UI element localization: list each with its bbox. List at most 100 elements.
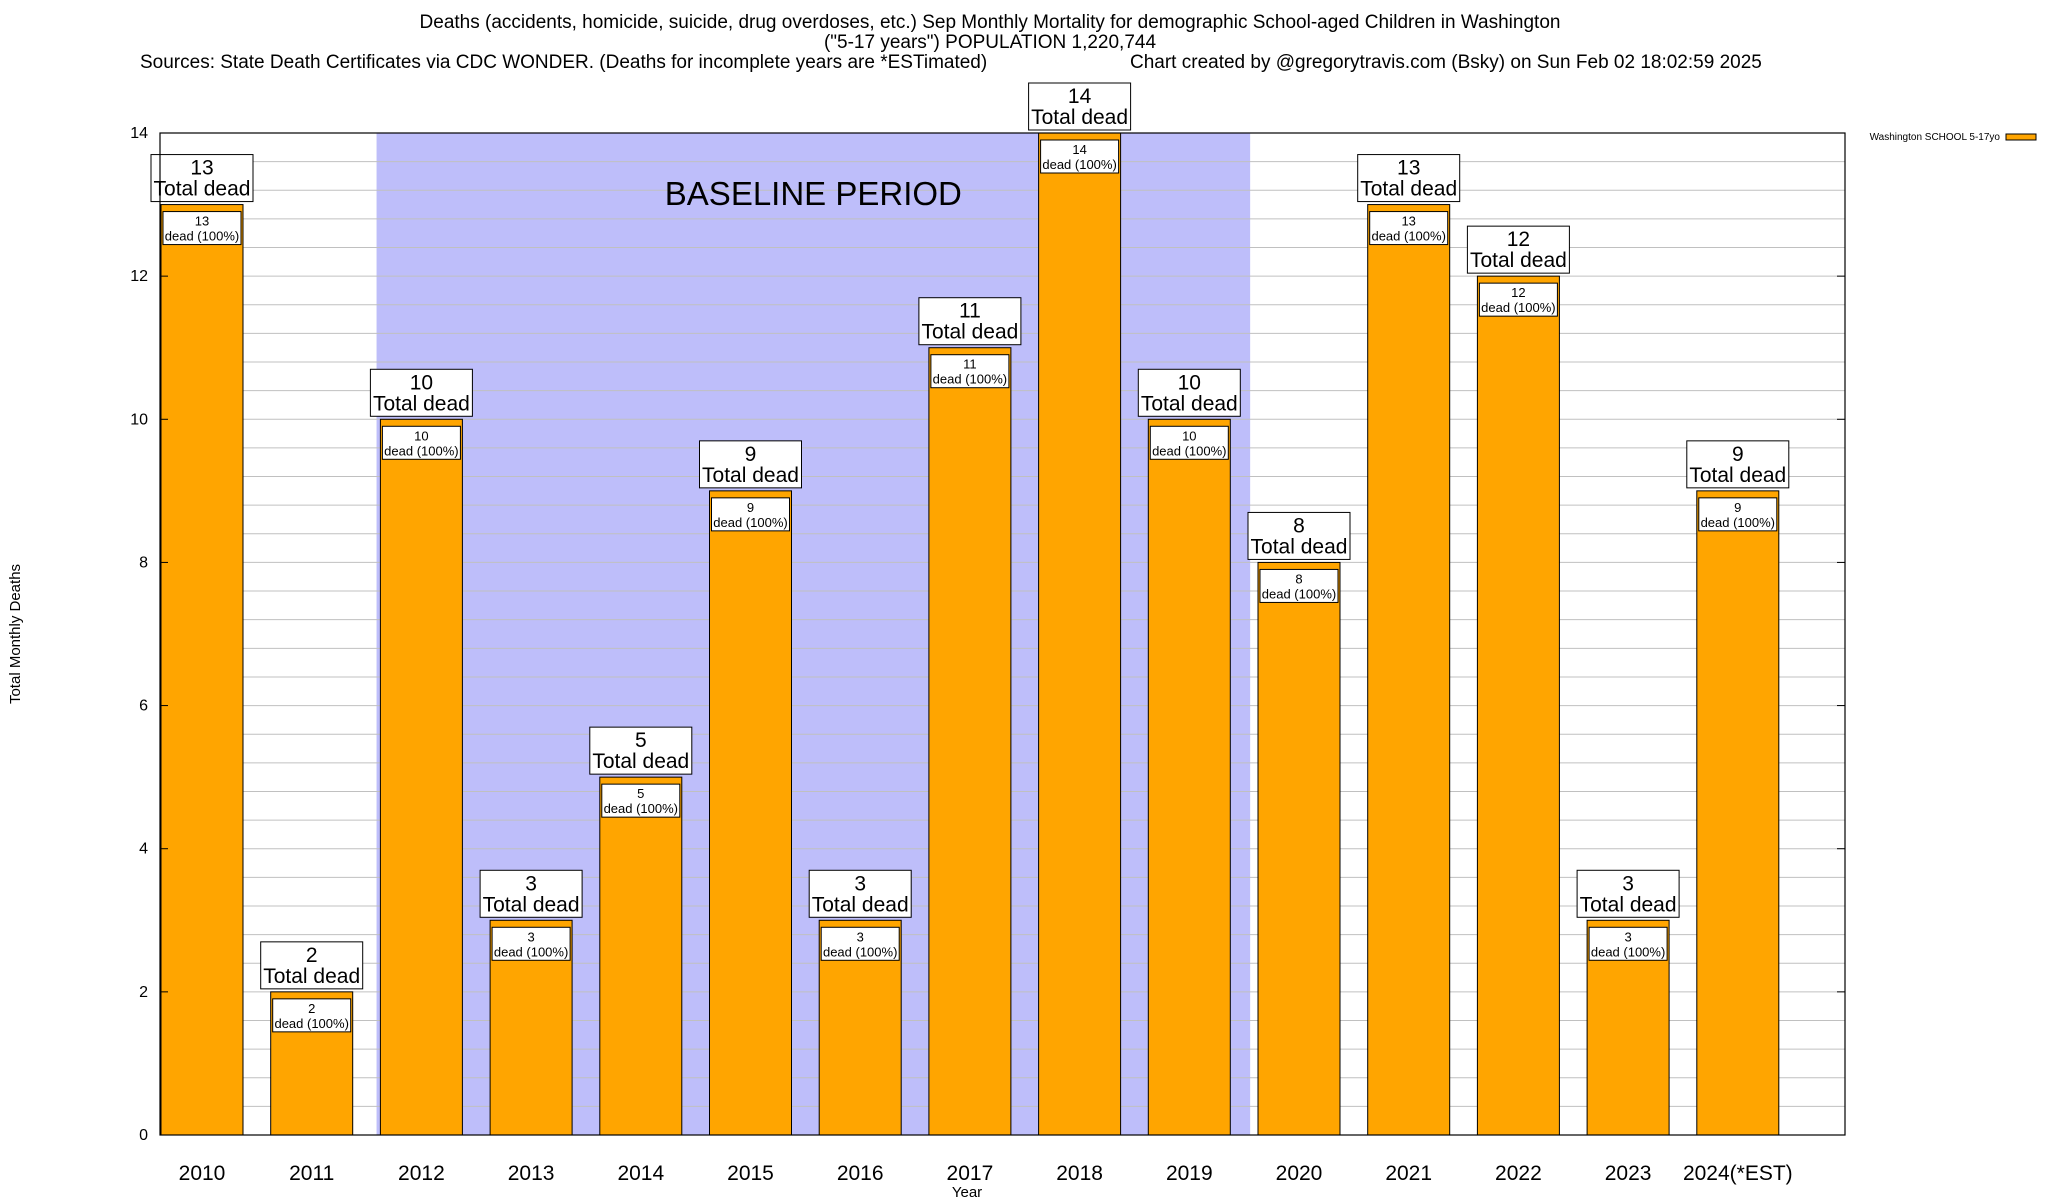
bar-label-box <box>930 354 1010 389</box>
total-label-box <box>1137 368 1241 417</box>
total-label-value: 2 <box>306 944 318 967</box>
total-label-text: Total dead <box>812 893 909 916</box>
total-label-value: 12 <box>1507 228 1530 251</box>
total-label-value: 3 <box>1622 872 1634 895</box>
total-label-value: 10 <box>410 371 433 394</box>
total-label-text: Total dead <box>263 965 360 988</box>
total-label-box <box>918 297 1022 346</box>
bar-label-text: dead (100%) <box>1152 443 1226 458</box>
bar-label-text: dead (100%) <box>1371 229 1445 244</box>
x-tick-label: 2023 <box>1605 1162 1652 1185</box>
total-label-box <box>1357 154 1461 203</box>
bar-label-value: 2 <box>308 1001 315 1016</box>
bar-label-value: 3 <box>857 929 864 944</box>
y-tick-label: 6 <box>139 698 148 715</box>
x-tick-label: 2021 <box>1385 1162 1432 1185</box>
total-label-text: Total dead <box>483 893 580 916</box>
x-tick-label: 2011 <box>289 1162 334 1185</box>
bar-label-box <box>1698 497 1778 532</box>
bar-label-value: 13 <box>195 214 209 229</box>
bar <box>1696 490 1780 1136</box>
total-label-box <box>1466 225 1570 274</box>
y-tick-label: 4 <box>139 841 148 858</box>
bar-label-text: dead (100%) <box>494 944 568 959</box>
bar-label-box <box>601 783 681 818</box>
x-tick-label: 2020 <box>1276 1162 1323 1185</box>
total-label-box <box>699 440 802 489</box>
y-tick-label: 8 <box>139 554 148 571</box>
bar-label-box <box>491 926 571 961</box>
bar <box>1367 204 1451 1136</box>
legend-swatch <box>2005 133 2037 141</box>
y-tick-label: 12 <box>130 268 148 285</box>
total-label-value: 8 <box>1293 514 1305 537</box>
x-tick-label: 2024(*EST) <box>1683 1162 1793 1185</box>
total-label-box <box>589 726 693 775</box>
chart-credit: Chart created by @gregorytravis.com (Bsk… <box>1130 52 1762 73</box>
bar-label-value: 10 <box>1182 428 1196 443</box>
total-label-value: 3 <box>525 872 537 895</box>
x-tick-label: 2017 <box>947 1162 994 1185</box>
legend-entry-label: Washington SCHOOL 5-17yo <box>1870 132 2001 143</box>
total-label-box <box>260 941 364 990</box>
bar-label-box <box>1588 926 1668 961</box>
total-label-value: 5 <box>635 729 647 752</box>
x-tick-label: 2014 <box>617 1162 664 1185</box>
bar-label-box <box>1149 425 1229 460</box>
total-label-box <box>1028 82 1132 131</box>
y-tick-label: 2 <box>139 984 148 1001</box>
total-label-box <box>1576 869 1680 918</box>
total-label-text: Total dead <box>1360 178 1457 201</box>
chart-title: Deaths (accidents, homicide, suicide, dr… <box>419 12 1561 33</box>
total-label-text: Total dead <box>702 464 799 487</box>
x-tick-label: 2019 <box>1166 1162 1213 1185</box>
bar-label-value: 13 <box>1401 214 1415 229</box>
total-label-box <box>369 368 473 417</box>
bar-label-text: dead (100%) <box>823 944 897 959</box>
total-label-text: Total dead <box>373 392 470 415</box>
x-tick-label: 2016 <box>837 1162 884 1185</box>
bar-label-value: 9 <box>747 500 754 515</box>
bar <box>709 490 792 1136</box>
bar-label-text: dead (100%) <box>1042 157 1116 172</box>
bar-label-box <box>1478 282 1558 317</box>
bar <box>1147 418 1231 1136</box>
total-label-text: Total dead <box>154 178 251 201</box>
total-label-value: 11 <box>959 300 981 323</box>
bar <box>1038 132 1122 1136</box>
bar <box>160 204 244 1136</box>
x-tick-label: 2015 <box>727 1162 774 1185</box>
total-label-value: 3 <box>854 872 866 895</box>
bar-label-text: dead (100%) <box>384 443 458 458</box>
bar-label-text: dead (100%) <box>274 1016 348 1031</box>
total-label-value: 10 <box>1178 371 1201 394</box>
total-label-text: Total dead <box>1470 249 1567 272</box>
bar-label-box <box>162 211 242 246</box>
chart-sources: Sources: State Death Certificates via CD… <box>140 52 988 73</box>
bar <box>379 418 463 1136</box>
total-label-text: Total dead <box>921 321 1018 344</box>
bar-label-box <box>1259 568 1339 603</box>
bar-label-value: 11 <box>963 357 977 372</box>
total-label-value: 14 <box>1068 85 1092 108</box>
total-label-box <box>479 869 583 918</box>
bar-label-box <box>272 998 352 1033</box>
x-axis-label: Year <box>952 1184 982 1200</box>
bar-label-text: dead (100%) <box>604 801 678 816</box>
bar <box>1257 561 1341 1136</box>
y-tick-label: 14 <box>130 125 148 142</box>
x-tick-label: 2012 <box>398 1162 445 1185</box>
bar-label-value: 9 <box>1734 500 1741 515</box>
total-label-text: Total dead <box>1031 106 1128 129</box>
bar-label-value: 3 <box>1624 929 1631 944</box>
bar-label-value: 5 <box>637 786 644 801</box>
bar-label-value: 8 <box>1295 571 1302 586</box>
total-label-value: 9 <box>1732 443 1744 466</box>
bar <box>1476 275 1560 1136</box>
bar <box>599 776 683 1136</box>
total-label-box <box>150 154 254 203</box>
bar-label-box <box>820 926 900 961</box>
total-label-box <box>808 869 912 918</box>
total-label-text: Total dead <box>1689 464 1786 487</box>
